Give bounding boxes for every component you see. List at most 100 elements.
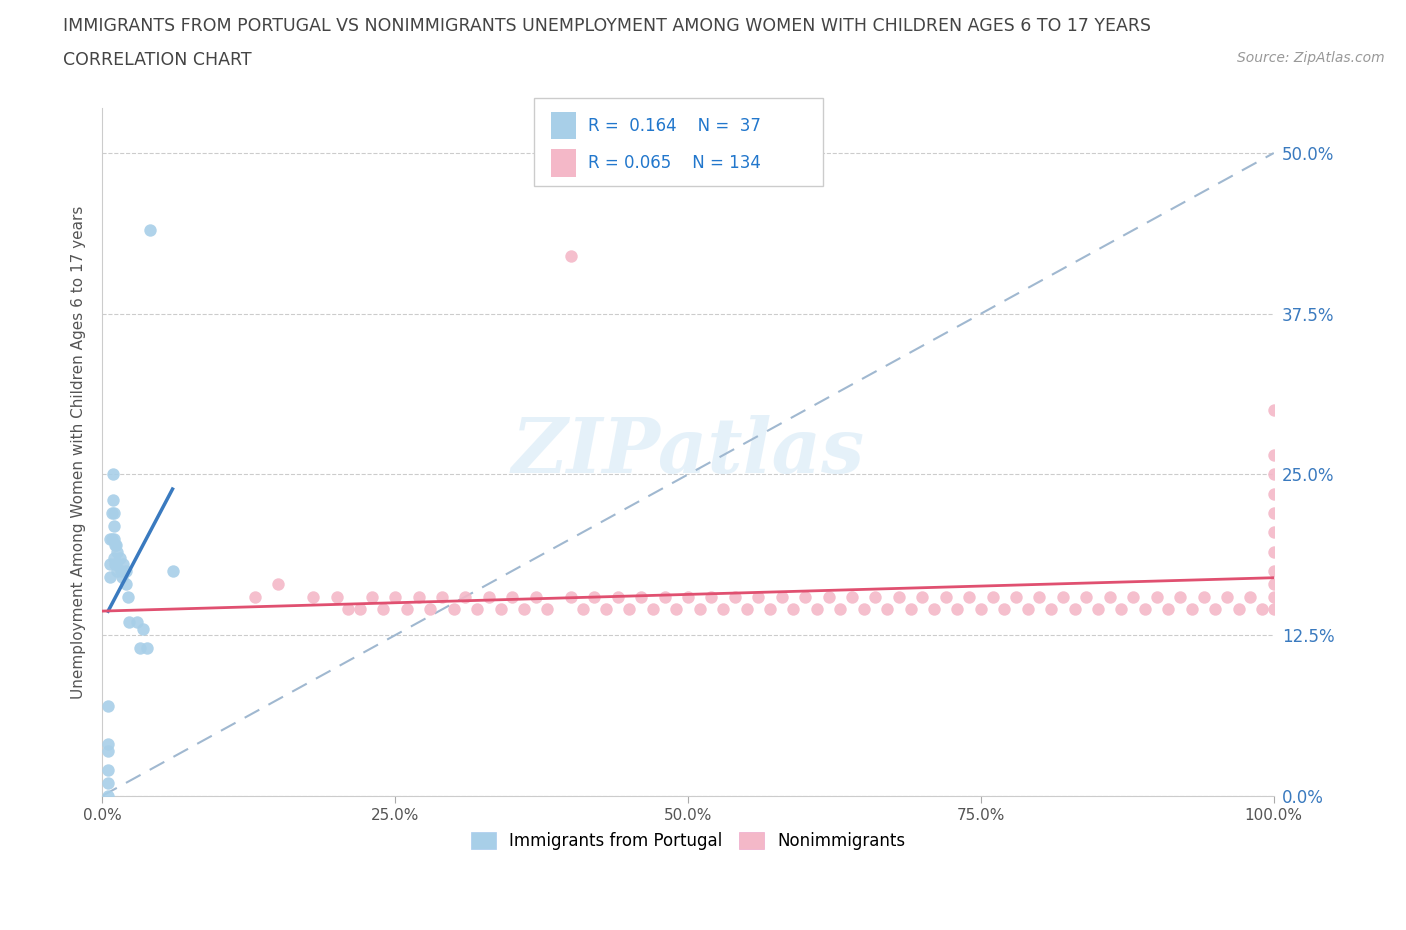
Point <box>654 590 676 604</box>
Point <box>1098 590 1121 604</box>
Y-axis label: Unemployment Among Women with Children Ages 6 to 17 years: Unemployment Among Women with Children A… <box>72 206 86 698</box>
Point <box>97 743 120 758</box>
Text: IMMIGRANTS FROM PORTUGAL VS NONIMMIGRANTS UNEMPLOYMENT AMONG WOMEN WITH CHILDREN: IMMIGRANTS FROM PORTUGAL VS NONIMMIGRANT… <box>63 17 1152 34</box>
Point <box>911 590 934 604</box>
Point <box>111 570 134 585</box>
Point <box>97 763 120 777</box>
Point <box>1076 590 1098 604</box>
Point <box>302 590 325 604</box>
Point <box>97 737 120 752</box>
Point <box>817 590 839 604</box>
Point <box>689 602 711 617</box>
Point <box>501 590 523 604</box>
Point <box>830 602 852 617</box>
Point <box>560 248 582 263</box>
Point <box>105 538 128 552</box>
Point <box>107 564 129 578</box>
Point <box>419 602 441 617</box>
Point <box>139 222 162 237</box>
Point <box>935 590 957 604</box>
Point <box>489 602 512 617</box>
Point <box>108 551 131 565</box>
Point <box>101 493 124 508</box>
Text: ZIPatlas: ZIPatlas <box>512 415 865 489</box>
Point <box>101 467 124 482</box>
Point <box>97 698 120 713</box>
Point <box>922 602 945 617</box>
Point <box>852 602 875 617</box>
Point <box>876 602 898 617</box>
Point <box>97 776 120 790</box>
Point <box>841 590 863 604</box>
Point <box>724 590 747 604</box>
Point <box>1263 544 1285 559</box>
Point <box>103 551 125 565</box>
Point <box>1146 590 1168 604</box>
Point <box>100 531 122 546</box>
Point <box>104 538 127 552</box>
Point <box>1017 602 1039 617</box>
Point <box>946 602 969 617</box>
Point <box>1063 602 1085 617</box>
Point <box>806 602 828 617</box>
Point <box>103 506 125 521</box>
Point <box>957 590 980 604</box>
Point <box>118 615 141 630</box>
Point <box>1204 602 1226 617</box>
Point <box>794 590 817 604</box>
Point <box>443 602 465 617</box>
Point <box>478 590 501 604</box>
Point <box>536 602 558 617</box>
Point <box>782 602 804 617</box>
Point <box>112 557 135 572</box>
Point <box>349 602 371 617</box>
Point <box>583 590 606 604</box>
Point <box>243 590 266 604</box>
Point <box>1227 602 1250 617</box>
Point <box>759 602 782 617</box>
Point <box>103 531 125 546</box>
Point <box>595 602 617 617</box>
Point <box>1263 590 1285 604</box>
Point <box>700 590 723 604</box>
Point <box>711 602 734 617</box>
Point <box>1122 590 1144 604</box>
Point <box>619 602 641 617</box>
Point <box>373 602 395 617</box>
Point <box>1263 467 1285 482</box>
Point <box>384 590 406 604</box>
Text: R = 0.065    N = 134: R = 0.065 N = 134 <box>588 153 761 172</box>
Point <box>1216 590 1239 604</box>
Point <box>1263 486 1285 501</box>
Text: Source: ZipAtlas.com: Source: ZipAtlas.com <box>1237 51 1385 65</box>
Point <box>1263 403 1285 418</box>
Point <box>465 602 488 617</box>
Point <box>970 602 993 617</box>
Point <box>1263 577 1285 591</box>
Point <box>100 531 122 546</box>
Point <box>107 544 129 559</box>
Text: CORRELATION CHART: CORRELATION CHART <box>63 51 252 69</box>
Point <box>104 557 127 572</box>
Point <box>114 564 136 578</box>
Point <box>100 506 122 521</box>
Point <box>1111 602 1133 617</box>
Point <box>981 590 1004 604</box>
Point <box>267 577 290 591</box>
Text: R =  0.164    N =  37: R = 0.164 N = 37 <box>588 116 761 135</box>
Legend: Immigrants from Portugal, Nonimmigrants: Immigrants from Portugal, Nonimmigrants <box>464 825 912 857</box>
Point <box>900 602 922 617</box>
Point <box>430 590 453 604</box>
Point <box>571 602 593 617</box>
Point <box>132 621 155 636</box>
Point <box>395 602 418 617</box>
Point <box>606 590 628 604</box>
Point <box>337 602 360 617</box>
Point <box>1133 602 1156 617</box>
Point <box>135 641 157 656</box>
Point <box>560 590 582 604</box>
Point <box>117 590 139 604</box>
Point <box>454 590 477 604</box>
Point <box>127 615 149 630</box>
Point <box>641 602 664 617</box>
